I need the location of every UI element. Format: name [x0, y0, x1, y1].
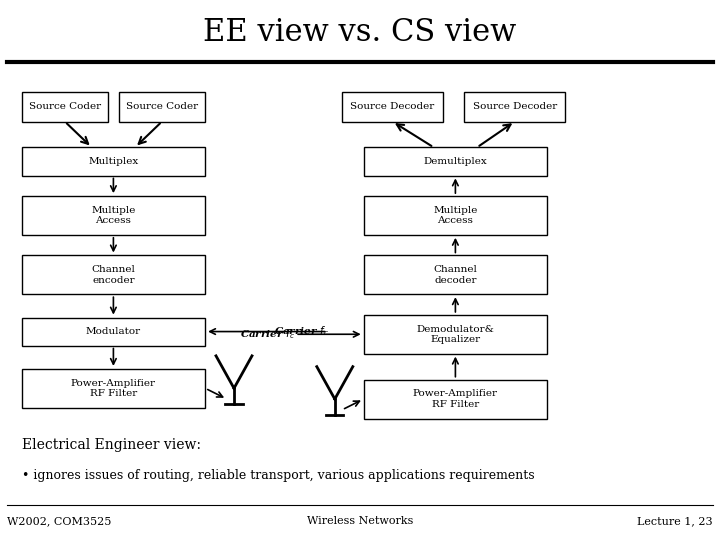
Text: Channel
decoder: Channel decoder [433, 265, 477, 285]
Bar [364, 380, 547, 419]
Text: Carrier $f_c$: Carrier $f_c$ [274, 325, 328, 339]
Bar [364, 147, 547, 176]
Text: Source Decoder: Source Decoder [350, 102, 435, 111]
Bar [364, 315, 547, 354]
Bar [22, 318, 205, 346]
Text: Wireless Networks: Wireless Networks [307, 516, 413, 526]
Text: Electrical Engineer view:: Electrical Engineer view: [22, 438, 201, 453]
Text: Source Coder: Source Coder [126, 102, 198, 111]
Text: Demodulator&
Equalizer: Demodulator& Equalizer [416, 325, 495, 344]
Bar [22, 369, 205, 408]
Text: Multiplex: Multiplex [89, 157, 138, 166]
Bar [119, 92, 205, 122]
Text: Lecture 1, 23: Lecture 1, 23 [637, 516, 713, 526]
Text: • ignores issues of routing, reliable transport, various applications requiremen: • ignores issues of routing, reliable tr… [22, 469, 534, 482]
Bar [464, 92, 565, 122]
Text: Modulator: Modulator [86, 327, 141, 336]
Text: Multiple
Access: Multiple Access [91, 206, 135, 225]
Text: Carrier $f_c$: Carrier $f_c$ [240, 327, 295, 341]
Bar [342, 92, 443, 122]
Text: Power-Amplifier
RF Filter: Power-Amplifier RF Filter [71, 379, 156, 398]
Bar [364, 255, 547, 294]
Text: EE view vs. CS view: EE view vs. CS view [203, 17, 517, 48]
Text: Source Coder: Source Coder [29, 102, 101, 111]
Text: Power-Amplifier
RF Filter: Power-Amplifier RF Filter [413, 389, 498, 409]
Bar [22, 92, 108, 122]
Bar [364, 196, 547, 235]
Bar [22, 255, 205, 294]
Text: Channel
encoder: Channel encoder [91, 265, 135, 285]
Text: W2002, COM3525: W2002, COM3525 [7, 516, 112, 526]
Bar [22, 147, 205, 176]
Bar [22, 196, 205, 235]
Text: Demultiplex: Demultiplex [423, 157, 487, 166]
Text: Source Decoder: Source Decoder [472, 102, 557, 111]
Text: Multiple
Access: Multiple Access [433, 206, 477, 225]
